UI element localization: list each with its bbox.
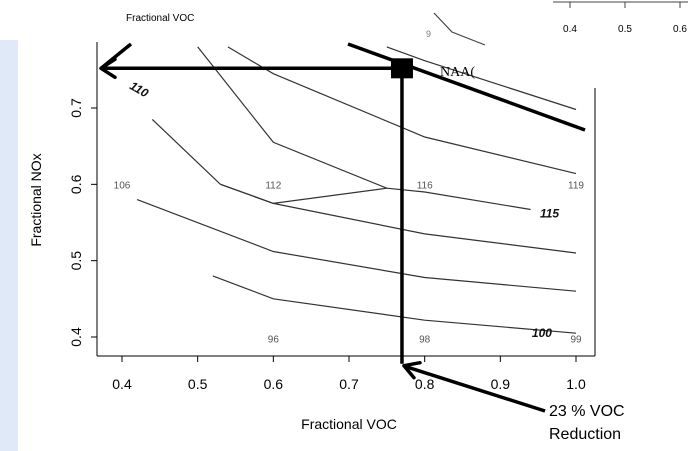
target-point-label: NAA( — [440, 65, 475, 80]
contour-label: 119 — [568, 180, 584, 191]
target-point-marker — [390, 58, 413, 79]
contour-line — [227, 46, 577, 175]
plot-frame — [96, 42, 596, 357]
bg-tick-label: 0.4 — [563, 24, 577, 35]
contour-line — [136, 199, 577, 292]
y-tick-label: 0.5 — [68, 251, 84, 271]
contour-labels: 110 115 100 106 112 116 119 96 98 99 — [114, 79, 585, 346]
contour-line — [212, 275, 577, 334]
bg-clipped-label: 9 — [426, 29, 431, 39]
contour-line — [386, 46, 577, 111]
x-tick-label: 0.7 — [339, 376, 359, 392]
callout-text-line1: 23 % VOC — [549, 403, 625, 420]
y-tick-label: 0.7 — [68, 98, 84, 118]
x-tick-label: 0.5 — [188, 376, 208, 392]
x-axis-title: Fractional VOC — [301, 416, 397, 432]
contour-line — [151, 118, 221, 185]
contour-label: 98 — [419, 335, 431, 346]
axes: 0.4 0.5 0.6 0.7 0.8 0.9 1.0 0.4 0.5 0.6 0.7 — [68, 98, 586, 392]
contour-label: 110 — [127, 79, 151, 101]
bg-xlabel-fragment: Fractional VOC — [126, 13, 194, 24]
contour-line — [220, 183, 577, 254]
bg-tick-label: 0.5 — [618, 24, 632, 35]
contour-label: 96 — [268, 335, 280, 346]
contour-label: 100 — [532, 326, 552, 340]
callout-arrowhead — [402, 360, 422, 380]
background-fragments: Fractional VOC 9 0.4 0.5 0.6 — [126, 1, 688, 46]
diagonal-stroke — [347, 42, 586, 132]
contour-lines — [136, 46, 577, 334]
callout-text-line2: Reduction — [549, 426, 621, 443]
background-strip — [0, 40, 18, 451]
contour-label: 106 — [114, 180, 131, 191]
x-tick-label: 0.4 — [112, 376, 132, 392]
x-tick-label: 0.9 — [491, 376, 511, 392]
contour-label: 115 — [540, 206, 559, 220]
bg-contour-fragment — [433, 12, 486, 46]
y-tick-label: 0.6 — [68, 174, 84, 194]
y-tick-label: 0.4 — [68, 327, 84, 347]
annotations: NAA( 23 % VOC Reduction — [99, 42, 625, 443]
contour-label: 99 — [570, 335, 582, 346]
contour-label: 112 — [265, 180, 281, 191]
arrow-tail-stroke — [99, 42, 133, 70]
contour-line — [197, 46, 388, 189]
bg-tick-label: 0.6 — [673, 24, 687, 35]
y-axis-title: Fractional NOx — [28, 153, 44, 246]
contour-label: 116 — [417, 180, 433, 191]
x-tick-label: 1.0 — [566, 376, 586, 392]
x-tick-label: 0.6 — [264, 376, 284, 392]
callout-arrow-shaft — [405, 365, 546, 413]
x-tick-label: 0.8 — [415, 376, 435, 392]
